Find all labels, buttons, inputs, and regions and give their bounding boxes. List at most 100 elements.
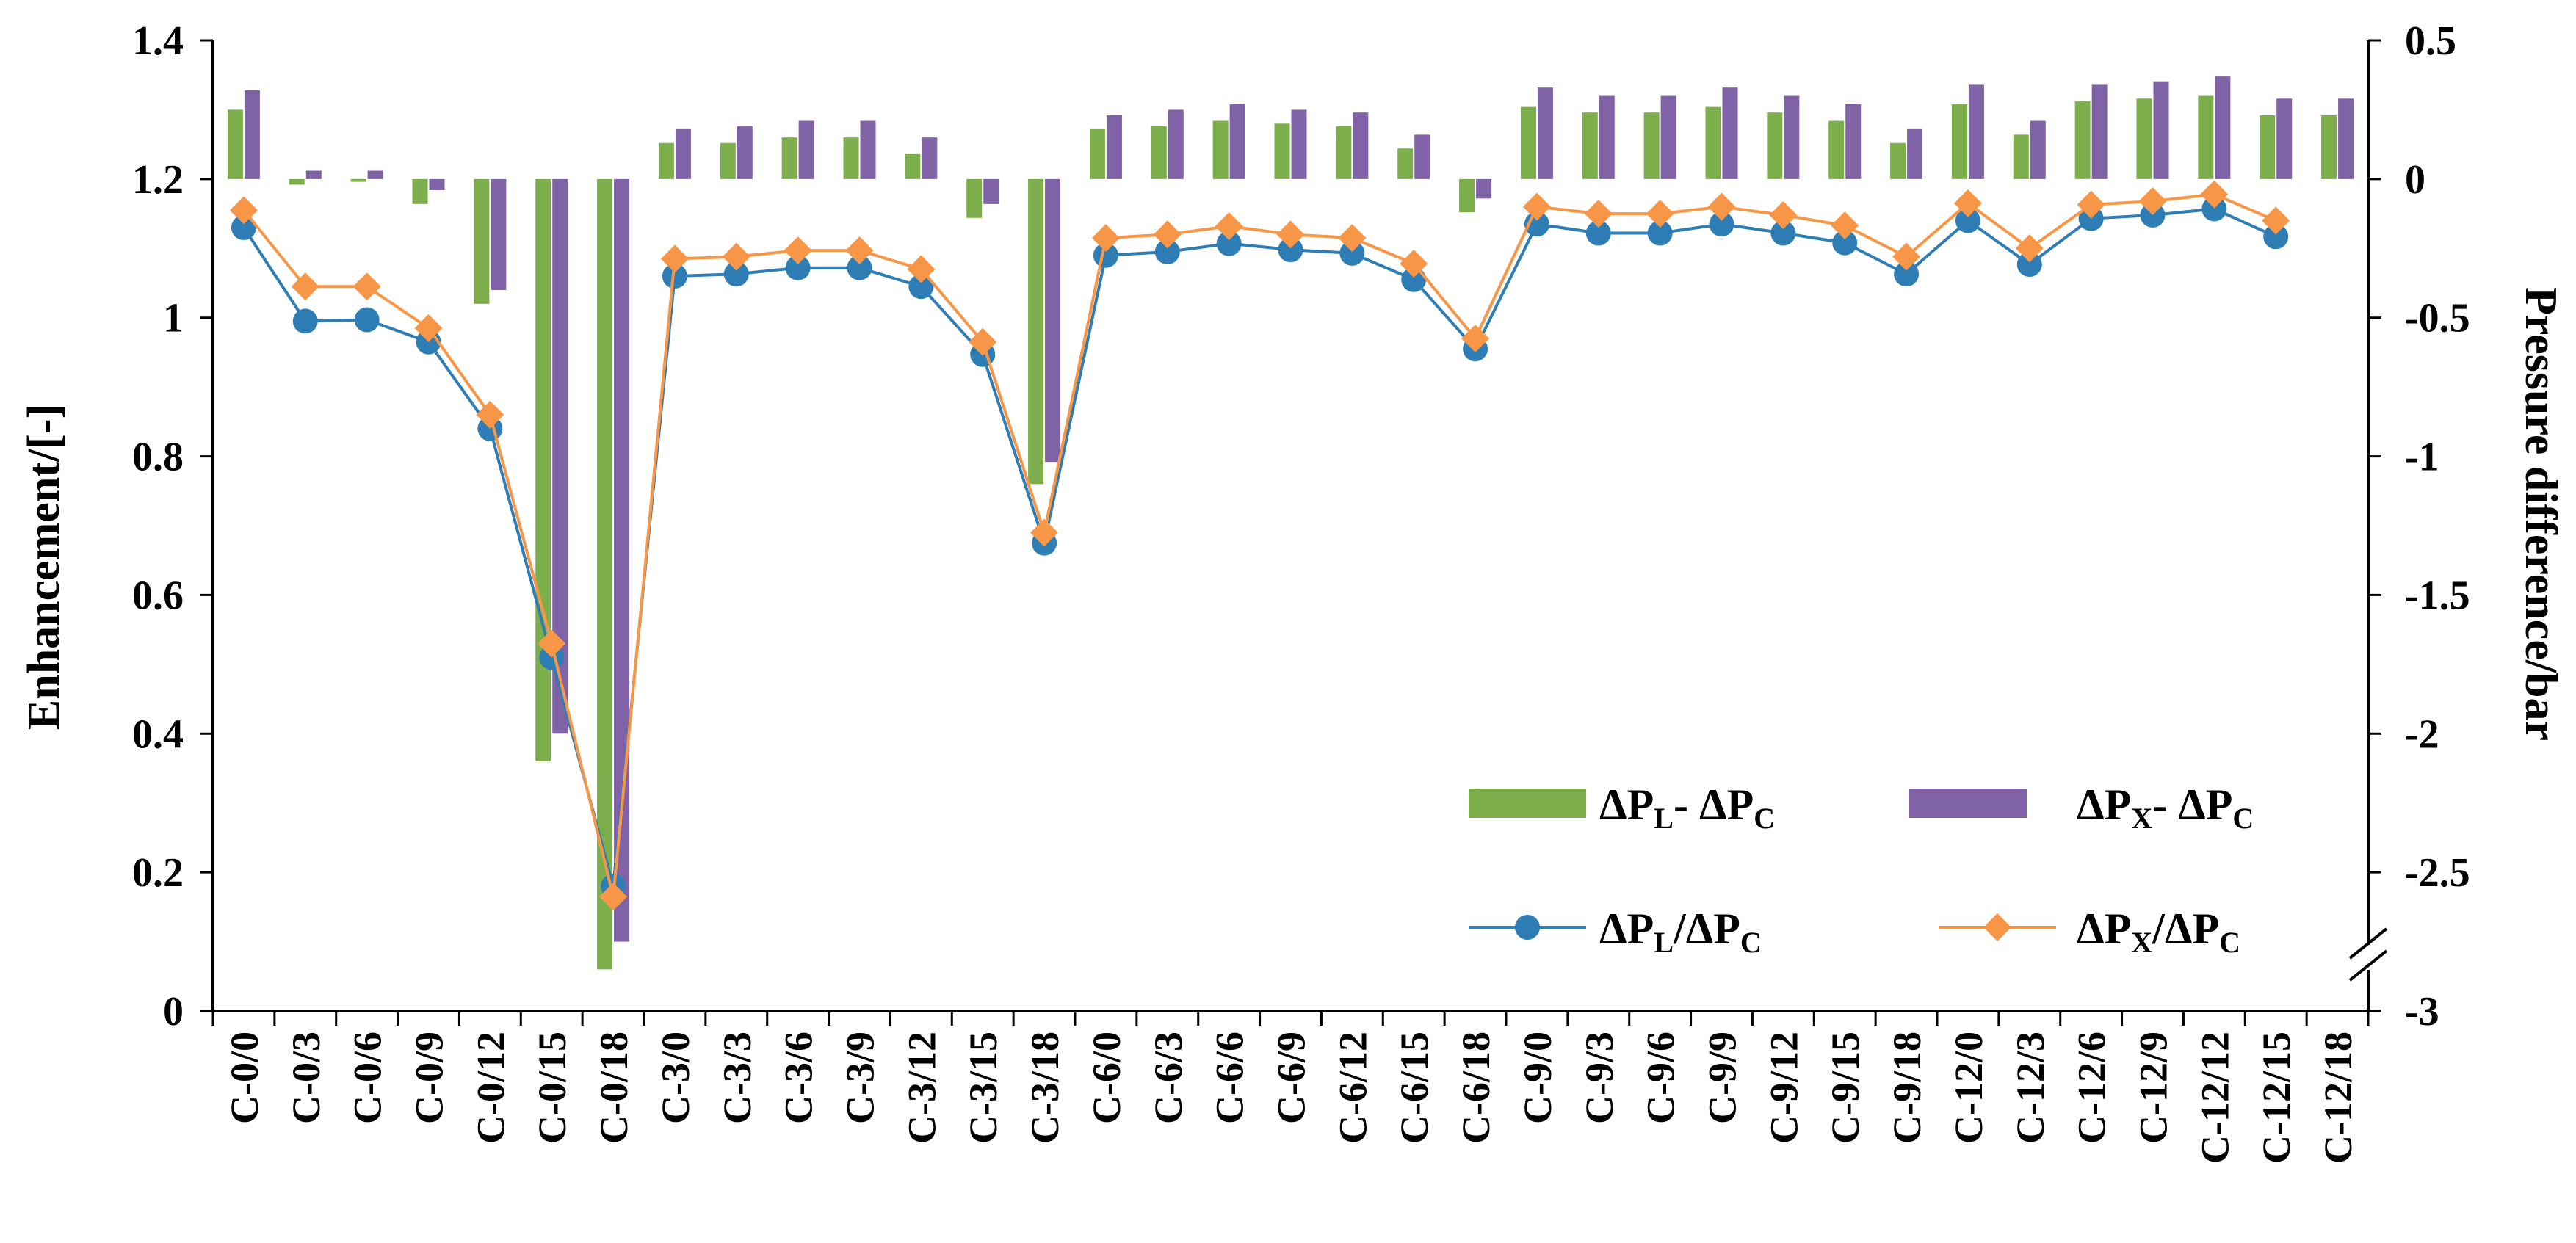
right-tick-label: -0.5	[2405, 296, 2470, 341]
data-point	[231, 214, 256, 240]
data-point	[1153, 220, 1182, 249]
left-tick-label: 1	[163, 296, 184, 341]
bar	[1968, 84, 1984, 179]
bar	[798, 120, 814, 179]
left-tick-label: 0.4	[132, 711, 184, 757]
data-point	[538, 629, 566, 658]
bar	[244, 90, 260, 179]
bar	[1089, 128, 1105, 179]
category-label: C-9/12	[1762, 1032, 1806, 1144]
category-label: C-0/3	[284, 1032, 328, 1124]
category-label: C-6/15	[1392, 1032, 1436, 1144]
category-label: C-6/12	[1331, 1032, 1375, 1144]
data-point	[1461, 325, 1490, 353]
bar	[737, 126, 753, 179]
data-point	[1338, 224, 1367, 253]
category-label: C-6/0	[1085, 1032, 1129, 1124]
category-label: C-3/15	[961, 1032, 1005, 1144]
data-point	[1770, 220, 1796, 246]
category-label: C-0/15	[530, 1032, 574, 1144]
x-axis-category-labels: C-0/0 C-0/3 C-0/6 C-0/9 C-0/12 C-0/15 C-0/18 C-…	[222, 1032, 2360, 1164]
data-point	[1339, 240, 1365, 266]
data-point	[1276, 220, 1305, 249]
bar	[2091, 84, 2108, 179]
bar	[2136, 98, 2152, 179]
left-tick-label: 1.4	[132, 18, 184, 64]
category-label: C-6/6	[1208, 1032, 1252, 1124]
bar	[1643, 112, 1660, 179]
data-point	[292, 308, 318, 334]
data-point	[2138, 187, 2167, 216]
bar	[1767, 112, 1783, 179]
bar	[1151, 126, 1167, 179]
data-point	[1769, 200, 1798, 229]
category-label: C-3/3	[715, 1032, 759, 1124]
category-label: C-9/6	[1639, 1032, 1683, 1124]
bar	[675, 128, 691, 179]
category-label: C-12/15	[2254, 1032, 2298, 1164]
bar	[429, 178, 445, 190]
data-point	[969, 327, 997, 356]
data-point	[907, 255, 936, 283]
legend: ΔPL- ΔPC ΔPX- ΔPC ΔPL/ΔPC ΔPX/ΔPC	[1469, 780, 2254, 959]
bar	[367, 170, 383, 179]
bar	[1476, 178, 1492, 199]
bar	[2198, 95, 2214, 179]
right-tick-label: -3	[2405, 989, 2439, 1034]
data-point	[2015, 234, 2044, 263]
axis-break-mark	[2348, 949, 2388, 982]
data-point	[2077, 190, 2105, 219]
category-label: C-0/0	[222, 1032, 267, 1124]
bar	[966, 178, 983, 218]
category-label: C-9/18	[1885, 1032, 1929, 1144]
bar	[1722, 87, 1738, 179]
bar	[2013, 134, 2029, 179]
data-point	[1400, 250, 1428, 278]
left-tick-label: 0.6	[132, 573, 184, 618]
category-label: C-3/12	[900, 1032, 944, 1144]
bar	[1582, 112, 1598, 179]
bar	[1212, 120, 1229, 179]
data-point	[2016, 252, 2042, 278]
data-point	[1215, 212, 1243, 241]
category-label: C-6/9	[1270, 1032, 1314, 1124]
legend-swatch	[1469, 789, 1586, 818]
plot-area	[213, 40, 2368, 1011]
data-point	[599, 883, 628, 911]
data-point	[1709, 211, 1734, 237]
bar	[1291, 109, 1307, 179]
data-point	[723, 261, 749, 287]
category-label: C-12/18	[2316, 1032, 2360, 1164]
bar	[1459, 178, 1475, 213]
data-point	[1707, 192, 1736, 221]
bar	[905, 153, 921, 179]
bar	[860, 120, 876, 179]
bar	[2338, 98, 2354, 179]
category-label: C-3/18	[1023, 1032, 1067, 1144]
left-tick-label: 0.8	[132, 435, 184, 480]
data-point	[784, 236, 812, 265]
bar	[614, 178, 630, 942]
data-point	[1154, 239, 1180, 265]
left-axis-ticks: 0 0.2 0.4 0.6 0.8 1 1.2 1.4	[132, 18, 213, 1034]
data-point	[1955, 208, 1980, 233]
data-point	[1647, 220, 1673, 246]
bar	[227, 109, 243, 179]
data-point	[1892, 242, 1921, 271]
data-point	[1091, 224, 1120, 253]
bar	[1274, 123, 1290, 179]
right-axis-ticks: -3 -2.5 -2 -1.5 -1 -0.5 0 0.5	[2368, 18, 2470, 1034]
data-point	[476, 400, 504, 429]
data-point	[785, 255, 811, 280]
legend-swatch	[1909, 789, 2027, 818]
bar	[1828, 120, 1845, 179]
bar	[2215, 76, 2231, 179]
bar	[474, 178, 490, 304]
bar	[412, 178, 428, 204]
bar	[1353, 112, 1369, 179]
data-point	[1894, 261, 1920, 287]
category-label: C-9/9	[1701, 1032, 1745, 1124]
series-px-bars	[244, 76, 2354, 942]
bar	[597, 178, 613, 970]
